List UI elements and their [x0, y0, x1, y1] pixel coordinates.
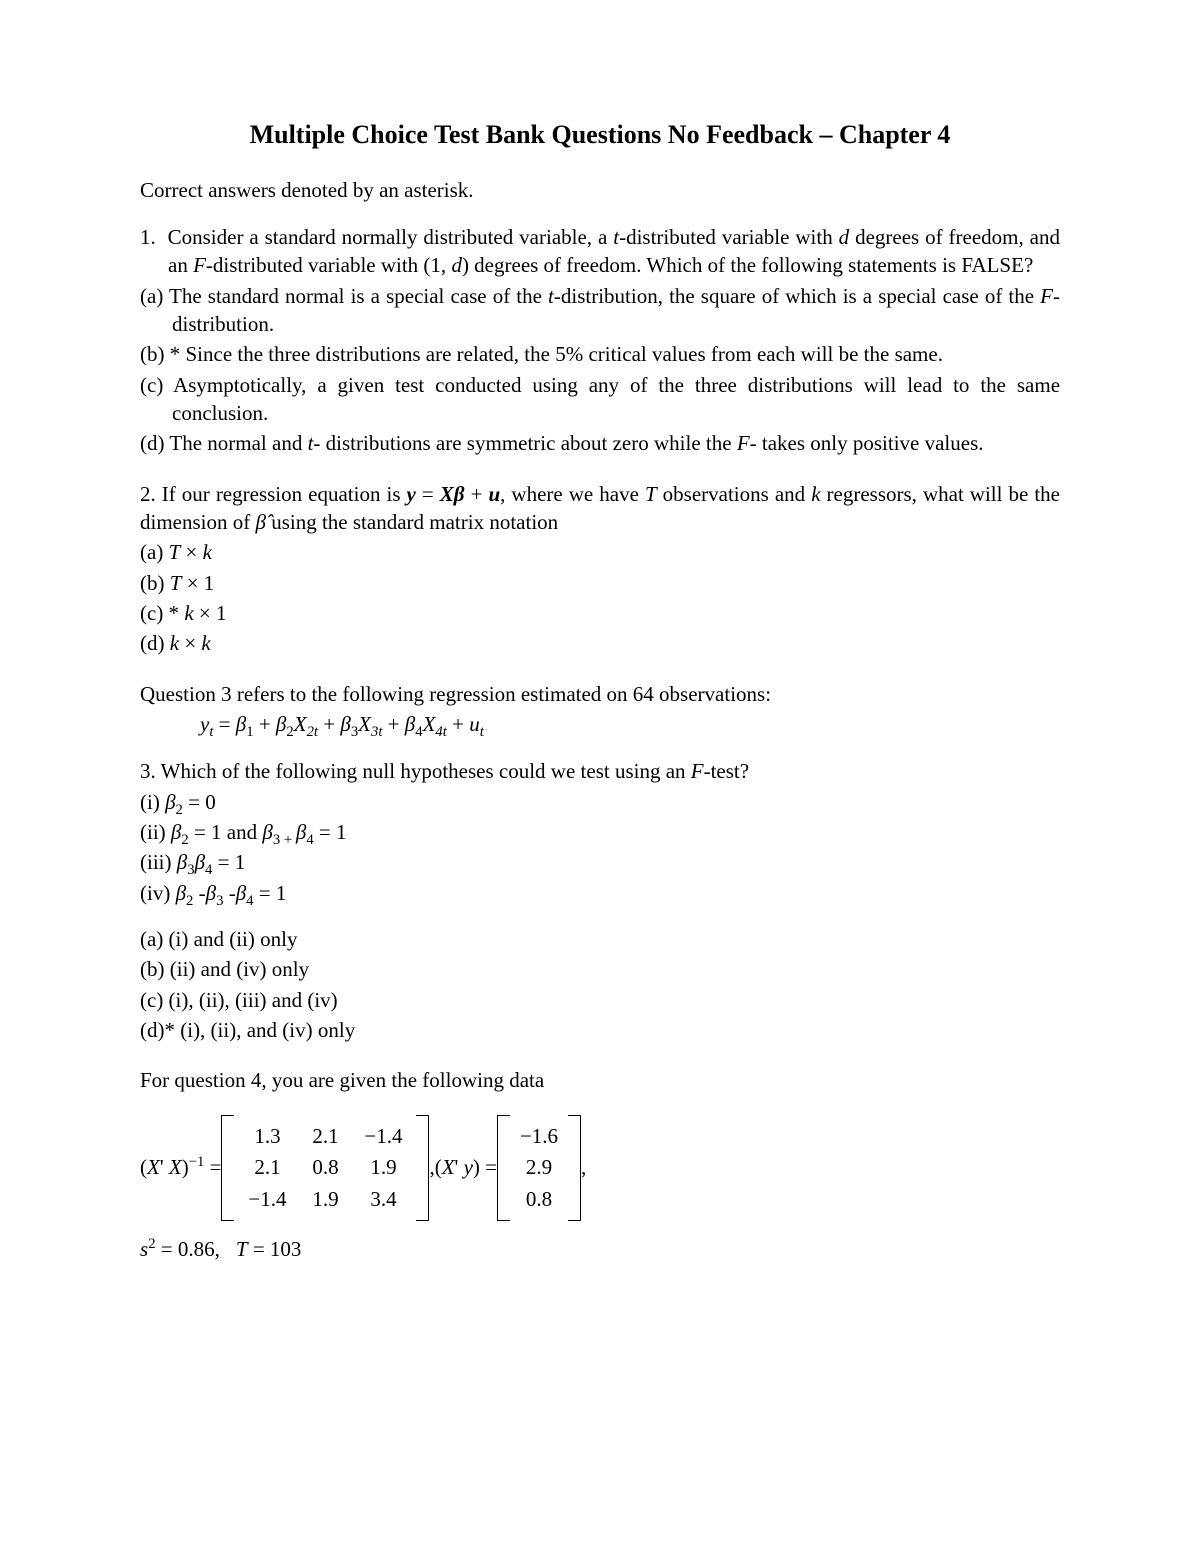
- q3-hyp-i: (i) β2 = 0: [140, 788, 1060, 816]
- q1-option-a: (a) The standard normal is a special cas…: [140, 282, 1060, 339]
- q3-option-b: (b) (ii) and (iv) only: [140, 955, 1060, 983]
- q3-hyp-ii: (ii) β2 = 1 and β3 + β4 = 1: [140, 818, 1060, 846]
- bracket-right-icon: [416, 1115, 429, 1222]
- q3-text: 3. Which of the following null hypothese…: [140, 757, 1060, 785]
- q3-hyp-iii: (iii) β3β4 = 1: [140, 848, 1060, 876]
- q2-text: 2. If our regression equation is y = Xβ …: [140, 480, 1060, 537]
- document-page: Multiple Choice Test Bank Questions No F…: [0, 0, 1200, 1553]
- xy-label: (X' y) =: [435, 1155, 497, 1180]
- q2-option-d: (d) k × k: [140, 629, 1060, 657]
- q4-matrices: (X' X)−1 = 1.32.1−1.4 2.10.81.9 −1.41.93…: [140, 1115, 1060, 1222]
- question-1: 1. Consider a standard normally distribu…: [140, 223, 1060, 458]
- q3-option-a: (a) (i) and (ii) only: [140, 925, 1060, 953]
- xx-inverse-label: (X' X)−1 =: [140, 1155, 221, 1180]
- q4-scalars: s2 = 0.86,T = 103: [140, 1235, 1060, 1263]
- q3-option-c: (c) (i), (ii), (iii) and (iv): [140, 986, 1060, 1014]
- bracket-left-icon: [221, 1115, 234, 1222]
- question-2: 2. If our regression equation is y = Xβ …: [140, 480, 1060, 658]
- matrix-xx: 1.32.1−1.4 2.10.81.9 −1.41.93.4: [221, 1115, 429, 1222]
- q3-intro: Question 3 refers to the following regre…: [140, 680, 1060, 708]
- q2-option-c: (c) * k × 1: [140, 599, 1060, 627]
- q2-option-a: (a) T × k: [140, 538, 1060, 566]
- q2-option-b: (b) T × 1: [140, 569, 1060, 597]
- page-title: Multiple Choice Test Bank Questions No F…: [140, 120, 1060, 150]
- q3-option-d: (d)* (i), (ii), and (iv) only: [140, 1016, 1060, 1044]
- question-3: 3. Which of the following null hypothese…: [140, 757, 1060, 1044]
- q1-option-d: (d) The normal and t- distributions are …: [140, 429, 1060, 457]
- intro-text: Correct answers denoted by an asterisk.: [140, 178, 1060, 203]
- q1-text: 1. Consider a standard normally distribu…: [140, 223, 1060, 280]
- q3-hyp-iv: (iv) β2 -β3 -β4 = 1: [140, 879, 1060, 907]
- bracket-right-icon: [568, 1115, 581, 1222]
- q3-equation: yt = β1 + β2X2t + β3X3t + β4X4t + ut: [200, 712, 1060, 737]
- q1-option-c: (c) Asymptotically, a given test conduct…: [140, 371, 1060, 428]
- bracket-left-icon: [497, 1115, 510, 1222]
- matrix-xy: −1.6 2.9 0.8: [497, 1115, 581, 1222]
- q4-intro: For question 4, you are given the follow…: [140, 1066, 1060, 1094]
- q1-option-b: (b) * Since the three distributions are …: [140, 340, 1060, 368]
